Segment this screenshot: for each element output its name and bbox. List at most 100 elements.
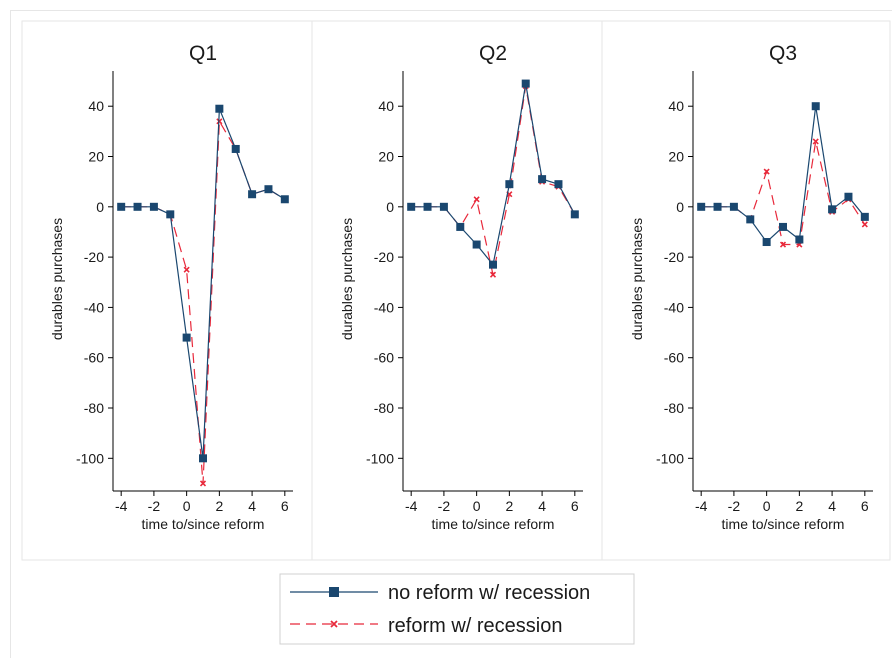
x-tick-label: -2 — [438, 498, 451, 514]
data-point — [811, 102, 820, 111]
data-point — [182, 333, 191, 342]
panel-background — [601, 20, 891, 561]
x-tick-label: 2 — [505, 498, 513, 514]
y-tick-label: -20 — [374, 249, 394, 265]
x-tick-label: 2 — [215, 498, 223, 514]
legend-box — [279, 573, 635, 645]
data-point — [248, 190, 257, 199]
y-tick-label: -60 — [374, 350, 394, 366]
y-tick-label: -20 — [84, 249, 104, 265]
x-tick-label: -4 — [695, 498, 708, 514]
y-tick-label: -40 — [84, 299, 104, 315]
x-tick-label: -2 — [728, 498, 741, 514]
panel-background — [311, 20, 603, 561]
series-no-reform — [697, 102, 869, 247]
y-tick-label: 20 — [378, 149, 394, 165]
x-tick-label: 4 — [248, 498, 256, 514]
data-point — [231, 144, 240, 153]
x-tick-label: 0 — [183, 498, 191, 514]
data-point — [215, 104, 224, 113]
data-point — [280, 195, 289, 204]
data-point — [697, 202, 706, 211]
x-tick-label: 4 — [538, 498, 546, 514]
y-tick-label: 0 — [386, 199, 394, 215]
y-tick-label: 40 — [88, 98, 104, 114]
data-point — [713, 202, 722, 211]
data-point — [489, 260, 497, 269]
legend-item-no-reform: no reform w/ recession — [290, 582, 590, 604]
x-tick-label: 0 — [763, 498, 771, 514]
x-axis-label: time to/since reform — [722, 516, 845, 532]
data-point — [844, 192, 853, 201]
x-tick-label: 6 — [281, 498, 289, 514]
legend-item-reform: reform w/ recession — [290, 615, 563, 637]
y-tick-label: -80 — [84, 400, 104, 416]
data-point — [407, 202, 416, 211]
y-tick-label: 20 — [668, 149, 684, 165]
data-point — [746, 215, 755, 224]
data-point — [264, 185, 273, 194]
data-point — [149, 202, 158, 211]
data-point — [554, 180, 563, 189]
y-tick-label: 40 — [378, 98, 394, 114]
y-tick-label: -80 — [664, 400, 684, 416]
data-point — [117, 202, 126, 211]
y-tick-label: 0 — [676, 199, 684, 215]
data-point — [762, 238, 771, 247]
legend-marker-x-icon — [330, 620, 338, 628]
chart-title: Q2 — [479, 42, 507, 65]
data-point — [729, 202, 738, 211]
x-tick-label: -4 — [115, 498, 128, 514]
y-axis-label: durables purchases — [49, 218, 65, 340]
x-tick-label: 6 — [571, 498, 579, 514]
data-point — [183, 266, 190, 273]
data-point — [538, 175, 547, 184]
y-tick-label: -100 — [76, 450, 104, 466]
data-point — [133, 202, 142, 211]
series-no-reform — [407, 79, 579, 269]
x-tick-label: 4 — [828, 498, 836, 514]
y-tick-label: -40 — [374, 299, 394, 315]
data-point — [199, 480, 207, 487]
data-point — [795, 235, 804, 244]
figure-border — [10, 10, 892, 658]
legend-label-reform: reform w/ recession — [388, 615, 563, 637]
series-no-reform — [117, 104, 289, 463]
data-point — [423, 202, 432, 211]
x-tick-label: 0 — [473, 498, 481, 514]
y-tick-label: 0 — [96, 199, 104, 215]
data-point — [472, 240, 481, 249]
y-tick-label: -20 — [664, 249, 684, 265]
x-tick-label: -2 — [148, 498, 161, 514]
data-point — [828, 205, 837, 214]
data-point — [570, 210, 579, 219]
y-tick-label: -100 — [366, 450, 394, 466]
data-point — [860, 212, 869, 221]
chart-title: Q3 — [769, 42, 797, 65]
y-tick-label: 40 — [668, 98, 684, 114]
y-tick-label: -100 — [656, 450, 684, 466]
x-tick-label: -4 — [405, 498, 418, 514]
y-tick-label: 20 — [88, 149, 104, 165]
data-point — [166, 210, 175, 219]
data-point — [199, 454, 207, 463]
data-point — [489, 271, 497, 278]
y-axis-label: durables purchases — [629, 218, 645, 340]
data-point — [439, 202, 448, 211]
y-tick-label: -80 — [374, 400, 394, 416]
x-axis-label: time to/since reform — [432, 516, 555, 532]
data-point — [473, 196, 480, 203]
chart-title: Q1 — [189, 42, 217, 65]
data-point — [861, 221, 868, 228]
legend: no reform w/ recession reform w/ recessi… — [279, 573, 635, 645]
data-point — [812, 138, 819, 145]
data-point — [521, 79, 530, 88]
legend-marker-square-icon — [329, 587, 339, 597]
y-axis-label: durables purchases — [339, 218, 355, 340]
